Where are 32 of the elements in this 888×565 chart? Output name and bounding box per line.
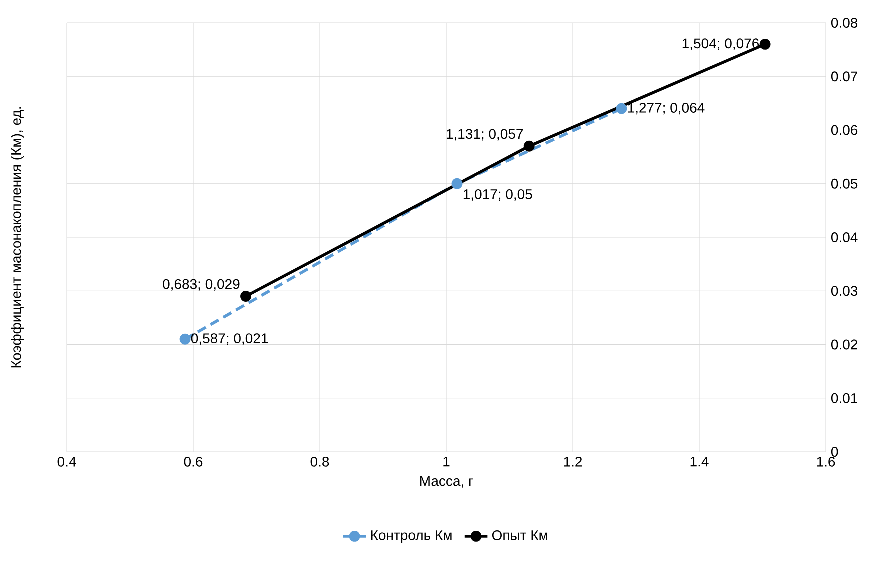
y-tick-label: 0.03 bbox=[831, 286, 858, 296]
x-tick-label: 1.6 bbox=[817, 456, 836, 467]
data-label: 0,587; 0,021 bbox=[191, 334, 268, 346]
point bbox=[760, 38, 771, 50]
y-tick-label: 0 bbox=[831, 447, 838, 457]
y-tick-label: 0.05 bbox=[831, 178, 858, 189]
x-tick-label: 0.4 bbox=[58, 456, 76, 467]
data-label: 1,504; 0,076 bbox=[682, 38, 760, 50]
legend-label: Контроль Км bbox=[371, 530, 452, 544]
point bbox=[524, 140, 535, 152]
data-label: 1,131; 0,057 bbox=[446, 129, 524, 141]
y-tick-label: 0.07 bbox=[831, 72, 858, 82]
point bbox=[240, 291, 252, 302]
y-tick-label: 0.02 bbox=[831, 340, 858, 350]
x-axis-title: Масса, г bbox=[420, 476, 474, 488]
x-tick-label: 1.4 bbox=[690, 456, 709, 467]
y-tick-label: 0.06 bbox=[831, 125, 858, 136]
point bbox=[452, 178, 463, 190]
point bbox=[616, 103, 628, 114]
x-tick-label: 1.2 bbox=[564, 456, 582, 467]
x-tick-label: 0.6 bbox=[184, 456, 203, 467]
y-tick-label: 0.08 bbox=[831, 18, 858, 28]
point bbox=[180, 334, 191, 345]
data-label: 1,017; 0,05 bbox=[464, 189, 532, 202]
data-label: 1,277; 0,064 bbox=[628, 103, 705, 115]
legend-label: Опыт Км bbox=[492, 530, 548, 540]
y-tick-label: 0.04 bbox=[831, 232, 858, 242]
y-tick-label: 0.01 bbox=[831, 393, 858, 404]
x-tick-label: 1 bbox=[444, 456, 450, 467]
data-label: 0,683; 0,029 bbox=[163, 279, 240, 291]
x-tick-label: 0.8 bbox=[310, 456, 330, 467]
y-axis-title: Коэффициент масонакопления (Км), ед. bbox=[11, 107, 24, 368]
